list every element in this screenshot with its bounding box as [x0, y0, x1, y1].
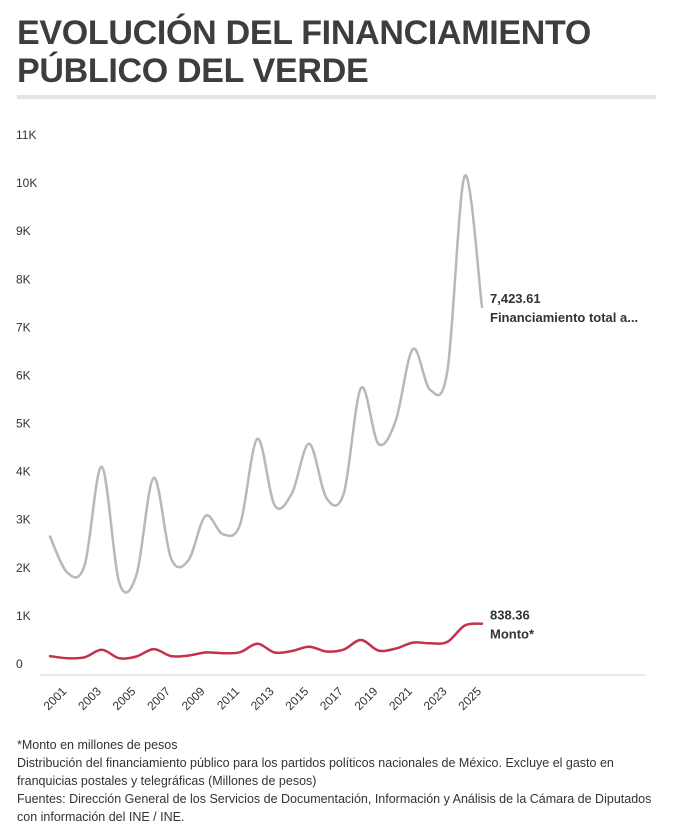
y-tick-label: 11K	[16, 128, 36, 142]
description: Distribución del financiamiento público …	[17, 756, 614, 788]
x-tick-label: 2021	[386, 684, 415, 713]
y-tick-label: 3K	[16, 513, 31, 527]
x-tick-label: 2003	[75, 684, 104, 713]
series-layer	[48, 174, 484, 660]
y-tick-label: 9K	[16, 224, 31, 238]
y-tick-label: 2K	[16, 561, 31, 575]
series-end-value: 838.36	[490, 608, 530, 623]
x-tick-label: 2007	[144, 684, 173, 713]
y-tick-label: 6K	[16, 368, 31, 382]
x-tick-label: 2009	[179, 684, 208, 713]
y-tick-label: 4K	[16, 465, 31, 479]
x-tick-label: 2023	[421, 684, 450, 713]
series-end-name: Monto*	[490, 627, 535, 642]
x-tick-label: 2019	[352, 684, 381, 713]
x-axis: 2001 2003 2005 2007 2009 2011 2013 2015 2017 2019…	[40, 674, 645, 713]
x-tick-label: 2025	[455, 684, 484, 713]
chart-notes: *Monto en millones de pesos Distribución…	[17, 736, 662, 826]
footnote: *Monto en millones de pesos	[17, 738, 178, 752]
x-tick-label: 2015	[283, 684, 312, 713]
series-end-name: Financiamiento total a...	[490, 310, 638, 325]
series-line-financiamiento-total	[48, 174, 484, 594]
x-tick-label: 2011	[214, 684, 242, 712]
y-tick-label: 1K	[16, 609, 31, 623]
x-tick-label: 2013	[248, 684, 277, 713]
end-labels: 7,423.61 Financiamiento total a... 838.36 M…	[490, 291, 638, 642]
y-tick-label: 5K	[16, 417, 31, 431]
y-tick-label: 7K	[16, 320, 31, 334]
y-axis: 0 1K 2K 3K 4K 5K 6K 7K 8K 9K 10K 11K	[16, 128, 37, 671]
chart-title: EVOLUCIÓN DEL FINANCIAMIENTO PÚBLICO DEL…	[17, 14, 592, 90]
title-divider	[17, 95, 656, 99]
x-tick-label: 2017	[317, 684, 346, 713]
series-line-monto	[48, 622, 484, 660]
series-end-value: 7,423.61	[490, 291, 541, 306]
y-tick-label: 0	[16, 657, 23, 671]
y-tick-label: 8K	[16, 272, 31, 286]
sources: Fuentes: Dirección General de los Servic…	[17, 792, 652, 824]
y-tick-label: 10K	[16, 176, 37, 190]
x-tick-label: 2001	[41, 684, 70, 713]
x-tick-label: 2005	[110, 684, 139, 713]
